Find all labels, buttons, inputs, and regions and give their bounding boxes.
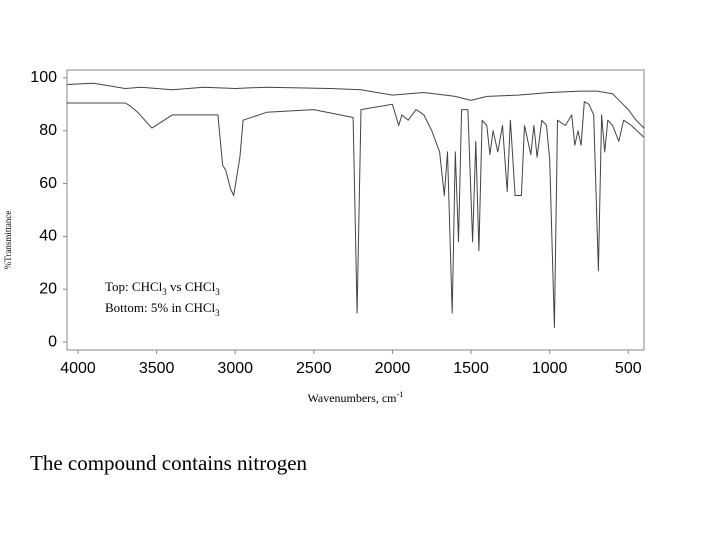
spectrum-line bbox=[67, 101, 645, 328]
annotation-part: 3 bbox=[215, 287, 220, 297]
x-axis-label: Wavenumbers, cm-1 bbox=[308, 390, 404, 405]
spectrum-line bbox=[66, 82, 645, 129]
y-tick-label: 40 bbox=[39, 228, 57, 245]
x-axis-label-part: Wavenumbers, cm bbox=[308, 391, 398, 405]
plot-frame bbox=[66, 69, 645, 351]
annotation-part: 3 bbox=[162, 287, 167, 297]
annotation: Top: CHCl3 vs CHCl3 bbox=[105, 279, 220, 297]
annotation-part: 3 bbox=[215, 308, 220, 318]
x-tick-label: 2500 bbox=[296, 360, 332, 377]
annotation-part: Top: CHCl bbox=[105, 279, 163, 294]
x-tick-label: 3500 bbox=[139, 360, 175, 377]
y-tick-label: 100 bbox=[30, 69, 57, 86]
x-tick-label: 3000 bbox=[217, 360, 253, 377]
x-tick-label: 1500 bbox=[453, 360, 489, 377]
y-tick-label: 80 bbox=[39, 122, 57, 139]
y-tick-label: 20 bbox=[39, 280, 57, 297]
x-tick-label: 4000 bbox=[60, 360, 96, 377]
x-tick-label: 2000 bbox=[375, 360, 411, 377]
annotation: Bottom: 5% in CHCl3 bbox=[105, 300, 220, 318]
annotation-part: vs CHCl bbox=[167, 279, 216, 294]
x-tick-label: 500 bbox=[615, 360, 642, 377]
x-tick-label: 1000 bbox=[532, 360, 568, 377]
annotation-part: Bottom: 5% in CHCl bbox=[105, 300, 216, 315]
caption: The compound contains nitrogen bbox=[30, 451, 308, 475]
x-axis-label-part: -1 bbox=[397, 390, 404, 399]
y-axis-label: %Transmittance bbox=[3, 211, 13, 270]
y-tick-label: 60 bbox=[39, 175, 57, 192]
y-tick-label: 0 bbox=[48, 333, 57, 350]
